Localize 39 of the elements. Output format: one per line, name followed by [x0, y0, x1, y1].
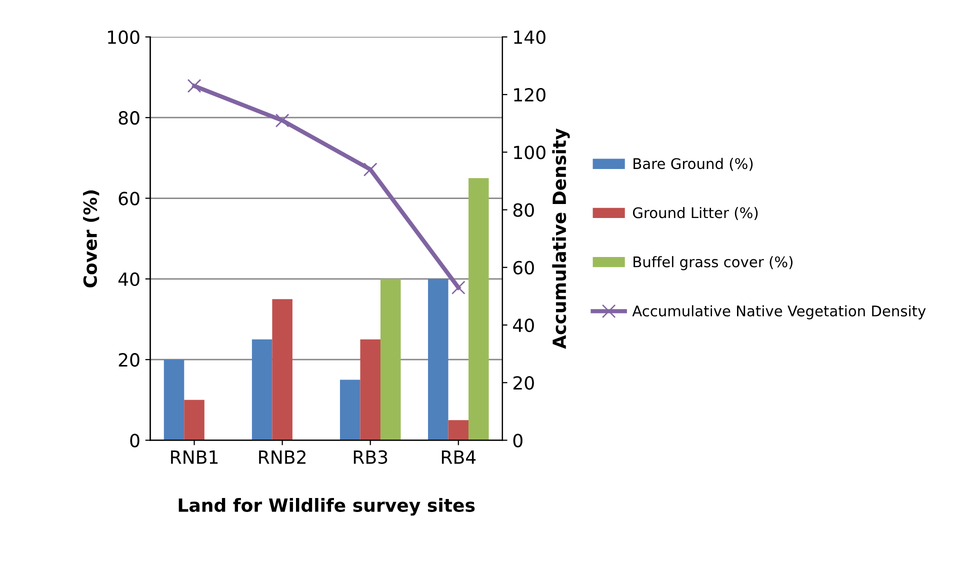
y-tick-label: 80	[118, 111, 140, 125]
y-tick-label: 100	[108, 30, 140, 44]
bar	[164, 360, 184, 440]
point	[275, 114, 290, 128]
y2-tick-label: 20	[513, 376, 534, 390]
bar	[380, 278, 401, 440]
y2-tick-label: 140	[514, 30, 546, 44]
x-tick-label: RNB1	[171, 450, 218, 464]
y2-tick-label: 100	[514, 146, 546, 160]
bar	[340, 380, 360, 440]
legend-label: Buffel grass cover (%)	[634, 256, 793, 270]
point	[363, 162, 378, 176]
x-tick-label: RNB2	[259, 450, 306, 464]
y2-tick-label: 40	[513, 318, 534, 332]
x-axis-title: Land for Wildlife survey sites	[178, 498, 475, 516]
bar	[184, 400, 204, 440]
y-tick-label: 0	[130, 434, 140, 448]
bar	[272, 299, 292, 440]
x-tick-label: RB4	[442, 450, 476, 464]
y-tick-label: 20	[118, 353, 140, 367]
y2-axis-title: Accumulative Density	[552, 128, 570, 349]
y2-tick-label: 0	[513, 434, 522, 448]
bar	[360, 339, 380, 440]
y2-tick-label: 60	[513, 260, 534, 275]
y2-tick-label: 120	[514, 88, 546, 102]
bar	[448, 420, 469, 440]
y-axis-title: Cover (%)	[83, 190, 100, 288]
y2-tick-label: 80	[513, 203, 534, 217]
bar	[428, 278, 448, 440]
legend-label: Ground Litter (%)	[632, 206, 758, 220]
bar	[468, 178, 489, 440]
point	[187, 78, 202, 93]
y-tick-label: 60	[118, 192, 140, 206]
bar	[252, 339, 272, 440]
point	[451, 280, 466, 295]
legend-label: Accumulative Native Vegetation Density	[632, 305, 926, 320]
legend-label: Bare Ground (%)	[634, 158, 753, 171]
x-tick-label: RB3	[354, 450, 388, 464]
y-tick-label: 40	[118, 272, 140, 286]
